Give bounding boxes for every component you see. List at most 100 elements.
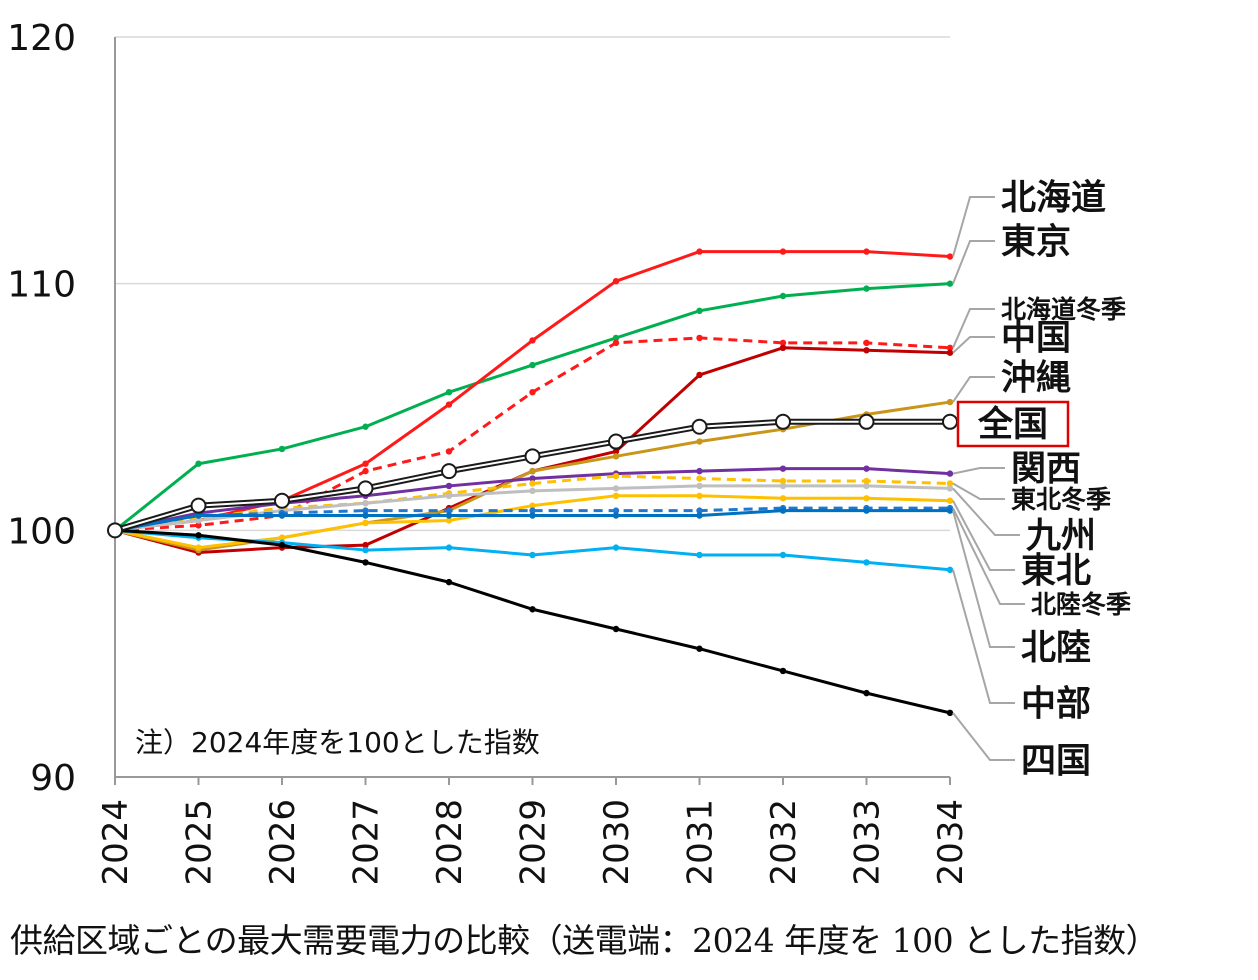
point-北陸冬季-2027 (362, 507, 369, 514)
point-東北冬季-2034 (946, 480, 954, 487)
point-北海道冬季-2031 (696, 334, 703, 342)
x-tick-label-2032: 2032 (764, 799, 804, 886)
point-東北冬季-2029 (529, 480, 536, 487)
point-北海道冬季-2034 (946, 344, 954, 351)
point-東京-2027 (362, 423, 369, 430)
point-東北-2034 (946, 497, 954, 504)
series-北海道冬季 (114, 334, 954, 532)
point-東京-2032 (779, 292, 787, 300)
point-北海道-2031 (696, 248, 703, 255)
point-東北冬季-2033 (863, 477, 870, 485)
point-中国-2032 (779, 344, 787, 351)
series-label-東北: 東北 (1021, 552, 1091, 592)
point-中国-2027 (362, 541, 369, 549)
point-九州-2029 (529, 487, 536, 495)
series-label-沖縄: 沖縄 (1001, 359, 1071, 399)
point-東京-2028 (445, 389, 453, 396)
series-中部 (114, 528, 954, 573)
point-四国-2030 (612, 625, 620, 633)
point-北海道冬季-2032 (779, 339, 787, 347)
series-label-東京: 東京 (1001, 222, 1071, 263)
leader-東北冬季 (952, 482, 1005, 500)
point-北海道冬季-2030 (612, 339, 620, 347)
leader-中国 (952, 336, 995, 354)
series-label-東北冬季: 東北冬季 (1011, 485, 1111, 514)
series-label-四国: 四国 (1021, 742, 1091, 782)
point-中部-2029 (529, 551, 536, 559)
series-label-北陸冬季: 北陸冬季 (1031, 590, 1131, 619)
point-中部-2032 (779, 551, 787, 559)
x-tick-label-2027: 2027 (347, 799, 387, 886)
point-全国-2032 (775, 413, 791, 430)
series-全国 (107, 413, 958, 539)
point-東京-2030 (612, 334, 620, 342)
point-北陸-2031 (696, 512, 703, 519)
point-北陸冬季-2031 (696, 507, 703, 514)
leader-関西 (952, 467, 1005, 475)
point-北海道-2028 (445, 401, 453, 408)
x-tick-label-2034: 2034 (931, 799, 971, 886)
y-tick-label-120: 120 (7, 18, 76, 59)
point-四国-2031 (696, 645, 703, 652)
point-全国-2028 (441, 463, 457, 480)
point-九州-2030 (612, 485, 620, 492)
leader-北陸冬季 (952, 507, 1025, 605)
point-関西-2033 (863, 465, 870, 472)
point-東北冬季-2030 (612, 472, 620, 480)
point-東北冬季-2032 (779, 477, 787, 485)
grid-lines (115, 36, 950, 532)
point-全国-2034 (942, 413, 958, 430)
point-九州-2031 (696, 482, 703, 490)
series-label-九州: 九州 (1026, 517, 1096, 557)
point-四国-2034 (946, 709, 954, 717)
point-東北-2025 (195, 544, 202, 551)
leader-東北 (952, 500, 1015, 571)
series-label-中国: 中国 (1001, 319, 1071, 359)
series-lines (107, 248, 958, 717)
point-東京-2029 (529, 361, 536, 369)
point-中国-2031 (696, 371, 703, 379)
point-北陸-2025 (195, 512, 202, 519)
point-東北冬季-2031 (696, 475, 703, 482)
point-東京-2034 (946, 280, 954, 287)
point-北陸冬季-2029 (529, 507, 536, 514)
point-沖縄-2029 (529, 467, 536, 475)
point-四国-2028 (445, 578, 453, 586)
point-東京-2026 (278, 445, 286, 453)
x-tick-label-2024: 2024 (96, 799, 136, 886)
point-東北-2028 (445, 517, 453, 524)
leader-中部 (952, 569, 1015, 704)
point-関西-2028 (445, 482, 453, 490)
point-北海道-2032 (779, 248, 787, 255)
point-東京-2025 (195, 460, 202, 467)
point-四国-2027 (362, 559, 369, 566)
series-東京 (114, 280, 954, 532)
point-東北-2032 (779, 495, 787, 502)
chart-note: 注）2024年度を100とした指数 (135, 726, 540, 759)
point-北陸-2027 (362, 512, 369, 519)
point-九州-2034 (946, 485, 954, 492)
point-九州-2025 (195, 517, 202, 524)
point-北陸冬季-2028 (445, 507, 453, 514)
point-九州-2032 (779, 482, 787, 490)
point-中部-2031 (696, 551, 703, 559)
y-tick-label-90: 90 (30, 758, 76, 799)
leader-北陸 (952, 510, 1015, 648)
point-関西-2031 (696, 467, 703, 475)
point-中国-2030 (612, 448, 620, 455)
figure-caption: 供給区域ごとの最大需要電力の比較（送電端：2024 年度を 100 とした指数） (10, 921, 1159, 960)
point-北海道冬季-2027 (362, 467, 369, 475)
leader-北海道 (952, 196, 995, 257)
point-全国-2025 (190, 497, 207, 514)
leader-東京 (952, 240, 995, 285)
series-四国 (114, 528, 954, 717)
point-全国-2027 (357, 480, 374, 497)
point-北海道-2030 (612, 278, 620, 285)
point-関西-2032 (779, 465, 787, 472)
series-label-北陸: 北陸 (1021, 629, 1091, 669)
point-北陸-2026 (278, 512, 286, 519)
point-沖縄-2034 (946, 398, 954, 406)
point-中国-2033 (863, 347, 870, 354)
point-北海道冬季-2025 (195, 522, 202, 529)
